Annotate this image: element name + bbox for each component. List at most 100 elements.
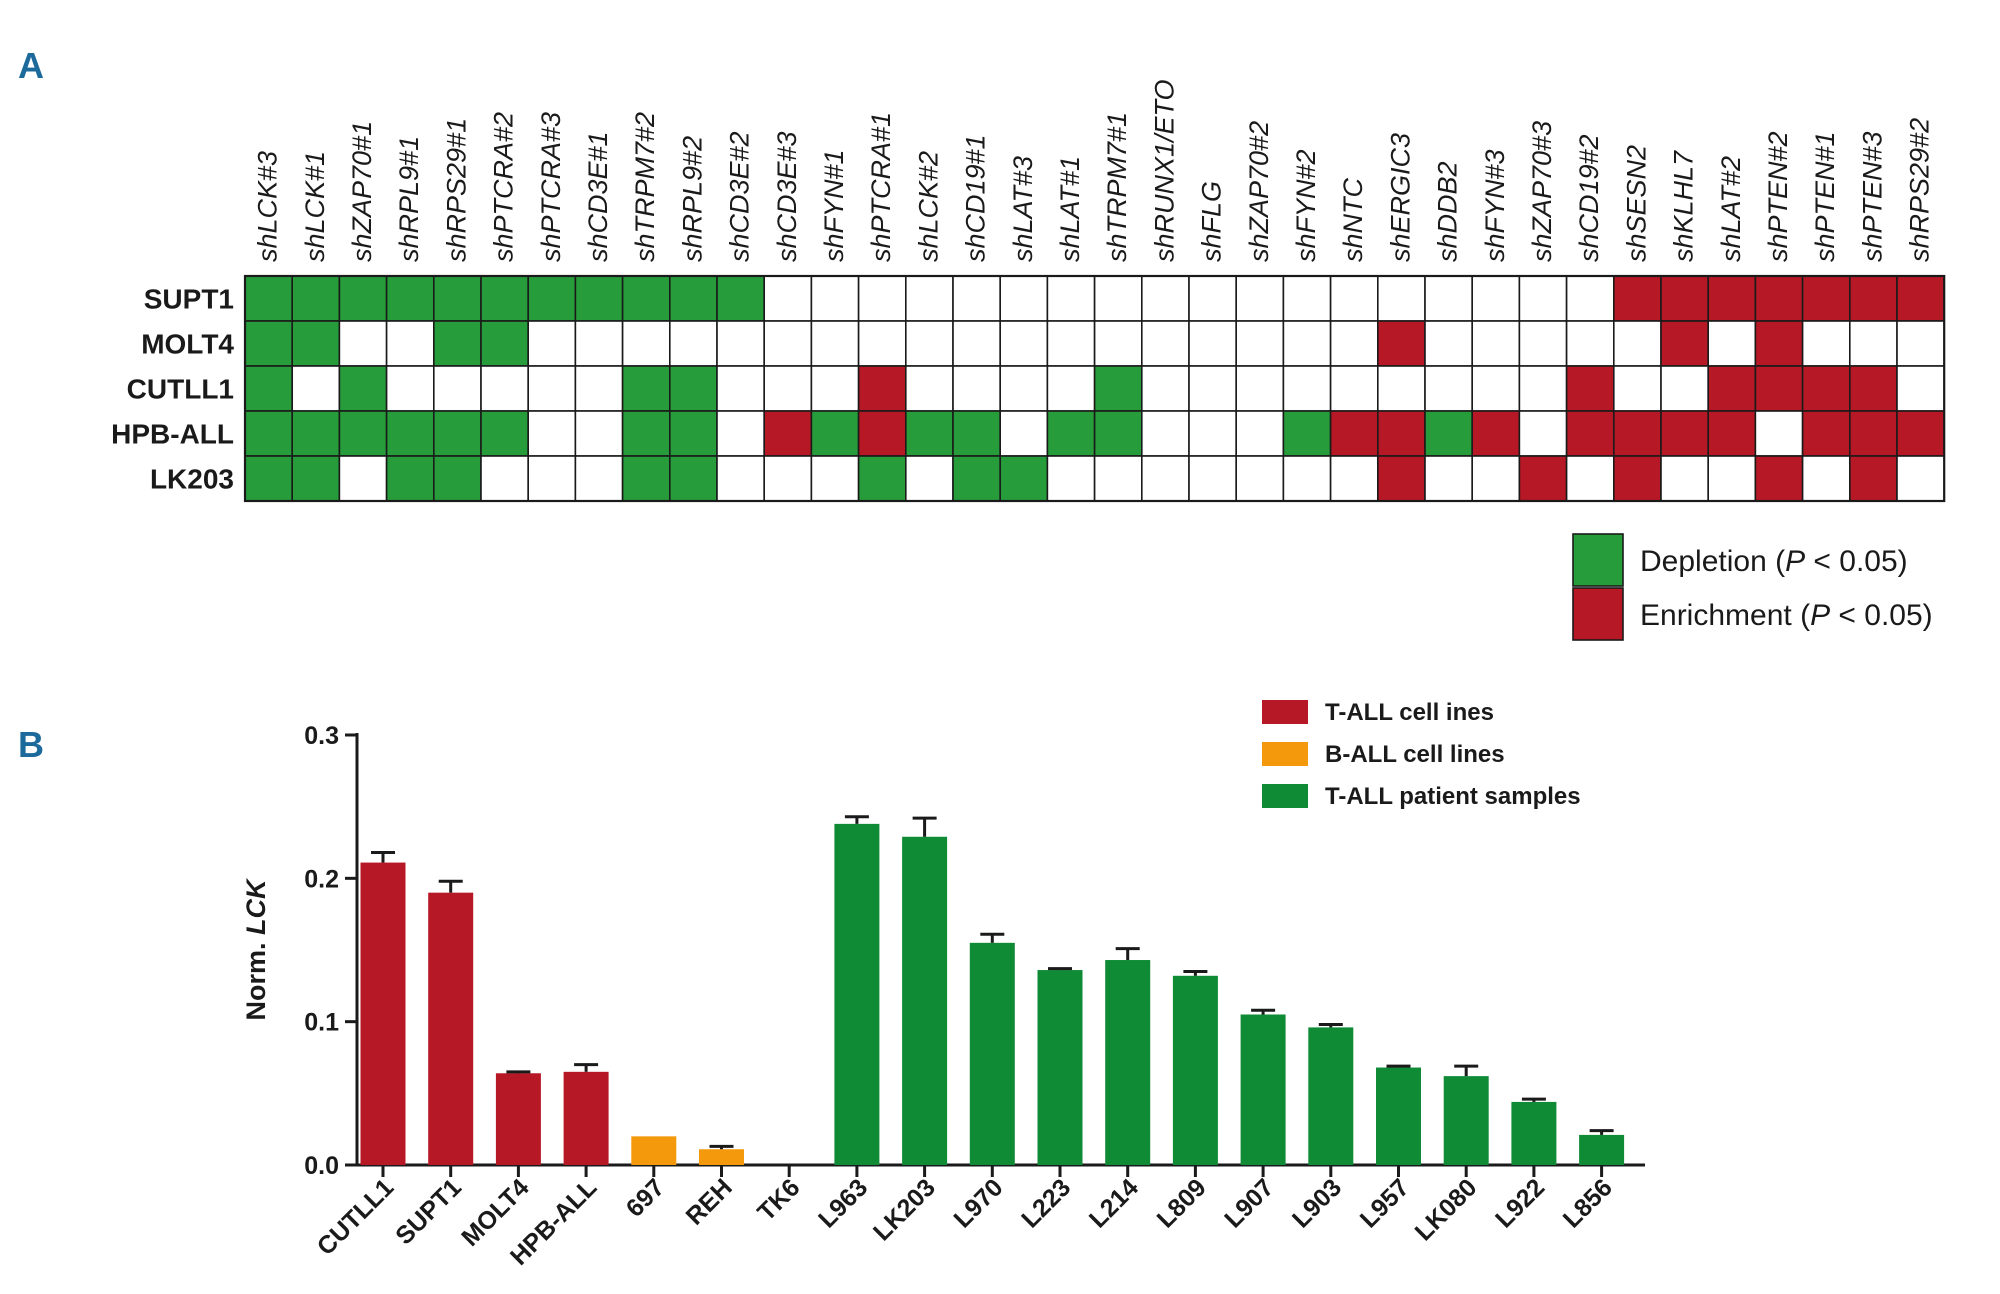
heatmap-cell xyxy=(1613,410,1662,457)
heatmap-cell xyxy=(574,455,624,502)
heatmap-column-label: shRPL9#2 xyxy=(677,136,707,262)
heatmap-row-label: MOLT4 xyxy=(141,329,234,360)
heatmap-cell xyxy=(1046,320,1096,367)
heatmap-cell xyxy=(999,320,1049,367)
heatmap-column-label: shPTCRA#1 xyxy=(866,112,896,262)
x-tick-label: L957 xyxy=(1355,1173,1415,1233)
heatmap-cell xyxy=(1141,410,1190,457)
heatmap-cell xyxy=(1329,275,1379,322)
heatmap-cell xyxy=(1093,320,1143,367)
heatmap-cell xyxy=(999,365,1049,412)
heatmap-cell xyxy=(1518,410,1568,457)
heatmap-cell xyxy=(1518,455,1568,502)
heatmap-cell xyxy=(1849,275,1898,322)
heatmap-cell xyxy=(1093,410,1143,457)
heatmap-cell xyxy=(1188,365,1238,412)
heatmap-cell xyxy=(574,320,624,367)
legend-label-pat: T-ALL patient samples xyxy=(1325,783,1581,810)
heatmap-cell xyxy=(716,320,766,367)
heatmap-cell xyxy=(1849,455,1898,502)
heatmap-cell xyxy=(621,455,671,502)
heatmap-cell xyxy=(763,275,813,322)
heatmap-cell xyxy=(716,275,766,322)
heatmap-column-label: shFYN#3 xyxy=(1480,149,1510,262)
heatmap-column-label: shCD19#2 xyxy=(1574,134,1604,262)
heatmap-column-label: shPTEN#2 xyxy=(1763,131,1793,262)
bar xyxy=(1037,970,1083,1165)
heatmap-cell xyxy=(763,455,813,502)
heatmap-cell xyxy=(1424,455,1474,502)
heatmap-cell xyxy=(763,410,813,457)
heatmap-cell xyxy=(1565,410,1615,457)
heatmap-column-label: shFYN#1 xyxy=(819,149,849,262)
heatmap-cell xyxy=(904,455,954,502)
heatmap-column-label: shCD19#1 xyxy=(961,134,991,262)
y-tick-label: 0.1 xyxy=(304,1009,339,1037)
heatmap-cell xyxy=(1613,275,1662,322)
heatmap-cell xyxy=(432,320,482,367)
y-axis-label: Norm. LCK xyxy=(241,877,271,1021)
heatmap-cell xyxy=(480,320,530,367)
heatmap-column-label: shZAP70#3 xyxy=(1527,121,1557,262)
heatmap-cell xyxy=(1282,365,1332,412)
heatmap-cell xyxy=(574,410,624,457)
heatmap-cell xyxy=(668,275,718,322)
heatmap-column-label: shRPS29#1 xyxy=(441,118,471,262)
heatmap-cell xyxy=(1660,455,1710,502)
heatmap-cell xyxy=(1282,455,1332,502)
heatmap-cell xyxy=(952,410,1002,457)
heatmap-cell xyxy=(574,275,624,322)
y-tick-label: 0.3 xyxy=(304,722,339,750)
heatmap-cell xyxy=(1046,455,1096,502)
x-tick-label: L809 xyxy=(1152,1173,1212,1233)
heatmap-cell xyxy=(668,455,718,502)
heatmap-cell xyxy=(904,410,954,457)
heatmap-column-labels: shLCK#3 shLCK#1 shZAP70#1 shRPL9#1 shRPS29#1… xyxy=(253,79,1935,262)
heatmap-cell xyxy=(1801,275,1851,322)
bar xyxy=(631,1136,677,1165)
heatmap-cell xyxy=(904,365,954,412)
heatmap-column-label: shLCK#1 xyxy=(300,151,330,262)
legend-swatch-pat xyxy=(1262,784,1308,808)
bar xyxy=(902,836,948,1165)
heatmap-column-label: shZAP70#1 xyxy=(347,121,377,262)
heatmap-cell xyxy=(385,365,435,412)
heatmap-cell xyxy=(527,410,577,457)
heatmap-cell xyxy=(432,365,482,412)
heatmap-cell xyxy=(1046,275,1096,322)
heatmap-column-label: shCD3E#2 xyxy=(725,131,755,262)
panel-b-label: B xyxy=(18,724,44,765)
heatmap-cell xyxy=(1849,320,1898,367)
heatmap-cell xyxy=(1471,275,1521,322)
bar xyxy=(495,1073,541,1165)
x-tick-label: SUPT1 xyxy=(390,1173,467,1250)
heatmap-cell xyxy=(1282,320,1332,367)
x-tick-label: L223 xyxy=(1016,1173,1076,1233)
heatmap-cell xyxy=(952,455,1002,502)
x-tick-label: L903 xyxy=(1287,1173,1347,1233)
heatmap-cell xyxy=(1707,365,1757,412)
heatmap-cell xyxy=(1849,365,1898,412)
x-tick-label: LK080 xyxy=(1410,1173,1483,1246)
heatmap-cell xyxy=(1801,320,1851,367)
heatmap-cell xyxy=(1329,455,1379,502)
heatmap-column-label: shDDB2 xyxy=(1433,161,1463,262)
bar xyxy=(834,823,880,1165)
heatmap-cell xyxy=(716,410,766,457)
heatmap-column-label: shLAT#3 xyxy=(1008,156,1038,262)
bar xyxy=(1105,960,1151,1165)
bar xyxy=(1308,1027,1354,1165)
heatmap-cell xyxy=(432,410,482,457)
heatmap-cell xyxy=(1754,410,1804,457)
heatmap-column-label: shFYN#2 xyxy=(1291,149,1321,262)
heatmap-cell xyxy=(244,320,294,367)
heatmap-cell xyxy=(668,365,718,412)
heatmap-cell xyxy=(621,365,671,412)
bar xyxy=(1240,1014,1286,1165)
heatmap-cell xyxy=(1896,410,1946,457)
heatmap-cell xyxy=(1754,320,1804,367)
heatmap-cell xyxy=(432,455,482,502)
x-tick-label: REH xyxy=(681,1173,738,1230)
legend-swatch-tall xyxy=(1262,700,1308,724)
